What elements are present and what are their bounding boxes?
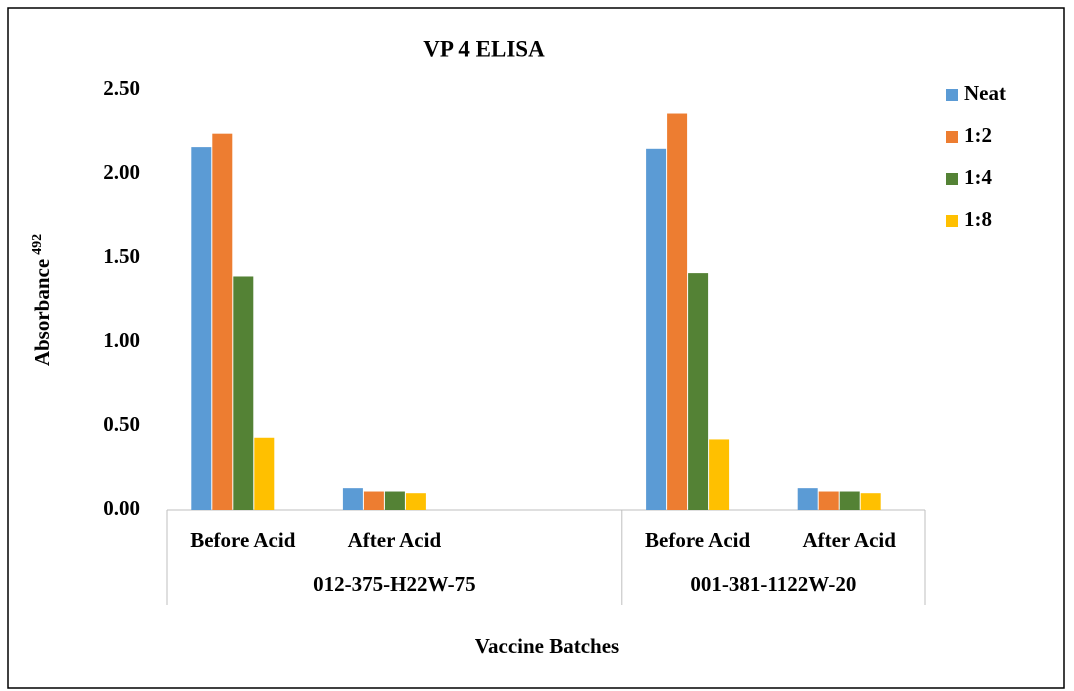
- x-tick-label: Before Acid: [190, 528, 295, 552]
- bar: [405, 493, 426, 510]
- bar: [384, 491, 405, 510]
- x-tick-label: After Acid: [348, 528, 442, 552]
- bar: [363, 491, 384, 510]
- legend-label: Neat: [964, 81, 1006, 105]
- legend-swatch: [946, 131, 958, 143]
- legend-label: 1:2: [964, 123, 992, 147]
- bar: [839, 491, 860, 510]
- group-label: 012-375-H22W-75: [313, 572, 476, 596]
- y-tick-label: 1.00: [103, 328, 140, 352]
- bar: [233, 276, 254, 510]
- bar: [688, 273, 709, 510]
- y-axis-title-sub: 492: [30, 234, 45, 255]
- legend-label: 1:8: [964, 207, 992, 231]
- bar: [191, 147, 212, 510]
- x-tick-label: Before Acid: [645, 528, 750, 552]
- bar: [342, 488, 363, 510]
- bar: [254, 437, 275, 510]
- chart-frame: [7, 7, 1065, 689]
- bar: [667, 113, 688, 511]
- bar: [797, 488, 818, 510]
- bar: [709, 439, 730, 510]
- legend-label: 1:4: [964, 165, 992, 189]
- chart-title: VP 4 ELISA: [423, 36, 545, 61]
- y-tick-label: 2.50: [103, 76, 140, 100]
- y-tick-label: 0.50: [103, 412, 140, 436]
- y-tick-label: 1.50: [103, 244, 140, 268]
- x-axis-title: Vaccine Batches: [475, 634, 619, 658]
- x-tick-label: After Acid: [802, 528, 896, 552]
- y-tick-label: 2.00: [103, 160, 140, 184]
- bar: [860, 493, 881, 510]
- legend-swatch: [946, 89, 958, 101]
- legend-swatch: [946, 173, 958, 185]
- y-axis-title-main: Absorbance: [30, 259, 54, 366]
- bar: [212, 133, 233, 510]
- group-label: 001-381-1122W-20: [690, 572, 856, 596]
- legend-swatch: [946, 215, 958, 227]
- y-axis-title: Absorbance 492: [30, 234, 54, 366]
- y-tick-label: 0.00: [103, 496, 140, 520]
- bar: [646, 148, 667, 511]
- bar: [818, 491, 839, 510]
